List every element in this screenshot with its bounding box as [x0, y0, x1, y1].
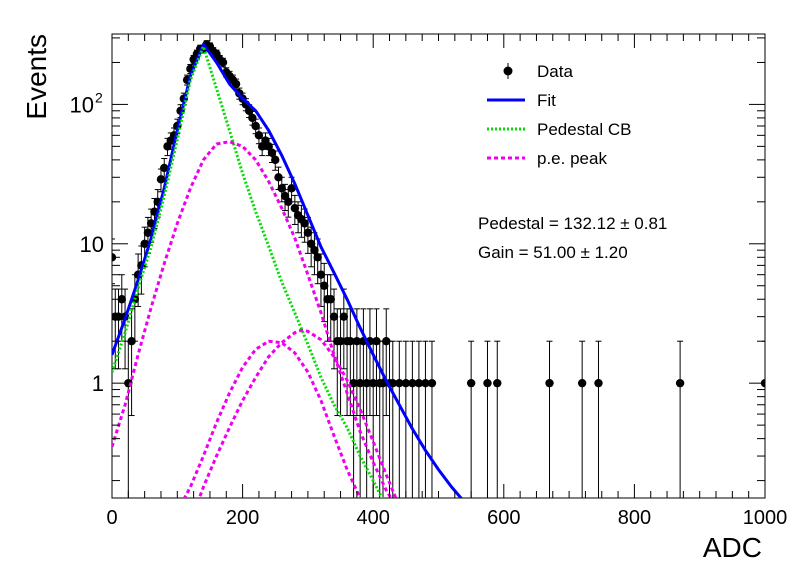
series-line-fit	[112, 42, 463, 498]
x-tick-label: 200	[226, 507, 259, 529]
data-point	[254, 127, 264, 145]
pedestal-annotation: Pedestal = 132.12 ± 0.81	[478, 214, 667, 233]
data-point	[316, 253, 326, 307]
data-point	[160, 158, 169, 180]
y-tick-label: 1	[92, 371, 104, 396]
data-point	[545, 340, 554, 498]
x-tick-label: 0	[106, 507, 117, 529]
plot-frame	[111, 33, 766, 499]
data-point	[127, 308, 136, 417]
y-tick-label: 10	[80, 232, 104, 257]
data-point	[290, 194, 300, 225]
data-point	[280, 183, 290, 212]
x-tick-label: 800	[618, 507, 651, 529]
data-point	[306, 226, 316, 268]
y-axis-label: Events	[21, 34, 52, 120]
data-point	[388, 340, 397, 498]
data-point	[382, 308, 391, 417]
series-line-p-e-peak-1	[112, 140, 393, 498]
legend-entry: Fit	[487, 91, 556, 110]
data-point	[483, 340, 492, 498]
data-point	[112, 238, 117, 285]
data-point	[287, 176, 296, 203]
data-point	[395, 340, 404, 498]
y-tick-label: 10	[70, 92, 94, 117]
data-point	[466, 340, 476, 498]
x-tick-label: 1000	[743, 507, 788, 529]
legend-label: Fit	[537, 91, 556, 110]
legend-entry: Data	[503, 62, 573, 81]
series-line-p-e-peak-2	[182, 339, 362, 498]
y-tick-exponent: 2	[95, 89, 103, 105]
data-point	[352, 308, 362, 417]
x-tick-label: 400	[357, 507, 390, 529]
legend-entry: p.e. peak	[487, 149, 607, 168]
x-tick-label: 600	[487, 507, 520, 529]
data-point	[320, 262, 329, 323]
gain-annotation: Gain = 51.00 ± 1.20	[478, 243, 628, 262]
data-point	[271, 150, 280, 171]
legend-entry: Pedestal CB	[487, 120, 632, 139]
series-line-p-e-peak-3	[197, 328, 398, 498]
data-point	[427, 340, 437, 498]
data-point	[303, 216, 313, 254]
x-axis-ticks: 0 200 400 600 800 1000	[106, 34, 787, 529]
legend-label: p.e. peak	[537, 149, 607, 168]
data-point	[401, 340, 411, 498]
data-point	[421, 340, 430, 498]
data-point	[218, 57, 228, 68]
data-point	[339, 288, 349, 370]
data-point	[493, 340, 502, 498]
data-layer	[112, 40, 765, 498]
data-point	[326, 274, 335, 342]
data-point	[675, 340, 685, 498]
legend-label: Pedestal CB	[537, 120, 632, 139]
data-point	[594, 340, 603, 498]
x-axis-label: ADC	[703, 532, 762, 563]
legend: Data Fit Pedestal CB p.e. peak	[487, 62, 632, 168]
legend-label: Data	[537, 62, 573, 81]
data-point	[408, 340, 417, 498]
data-point	[577, 340, 587, 498]
